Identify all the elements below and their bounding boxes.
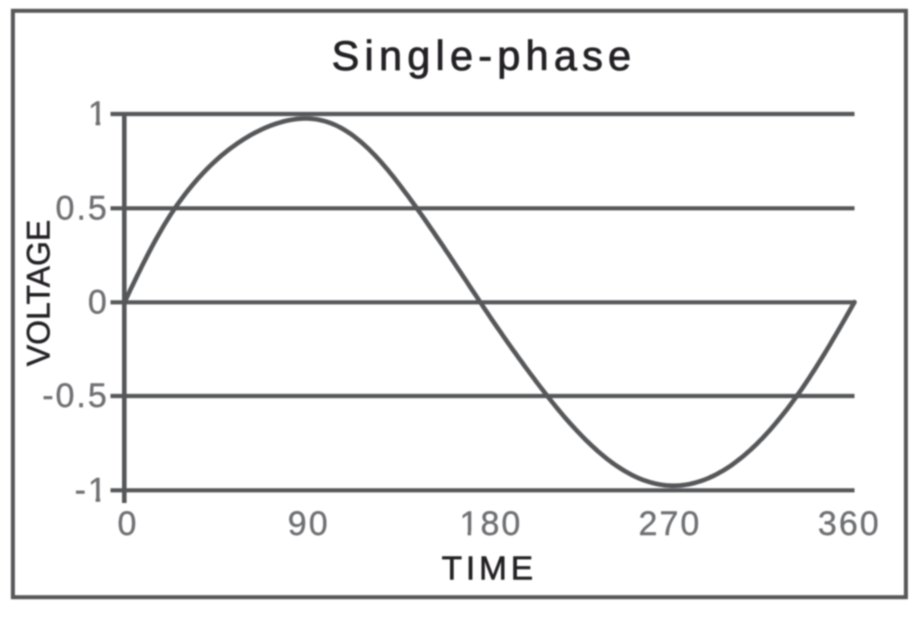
svg-text:0.5: 0.5 xyxy=(56,189,109,227)
svg-text:TIME: TIME xyxy=(442,551,537,588)
svg-text:Single-phase: Single-phase xyxy=(332,32,637,79)
svg-text:180: 180 xyxy=(460,505,523,543)
svg-text:360: 360 xyxy=(818,505,881,543)
svg-text:-0.5: -0.5 xyxy=(42,377,109,415)
svg-text:270: 270 xyxy=(639,505,702,543)
svg-text:VOLTAGE: VOLTAGE xyxy=(21,220,57,366)
svg-text:0: 0 xyxy=(88,283,109,321)
svg-text:90: 90 xyxy=(288,505,330,543)
svg-text:0: 0 xyxy=(117,505,138,543)
